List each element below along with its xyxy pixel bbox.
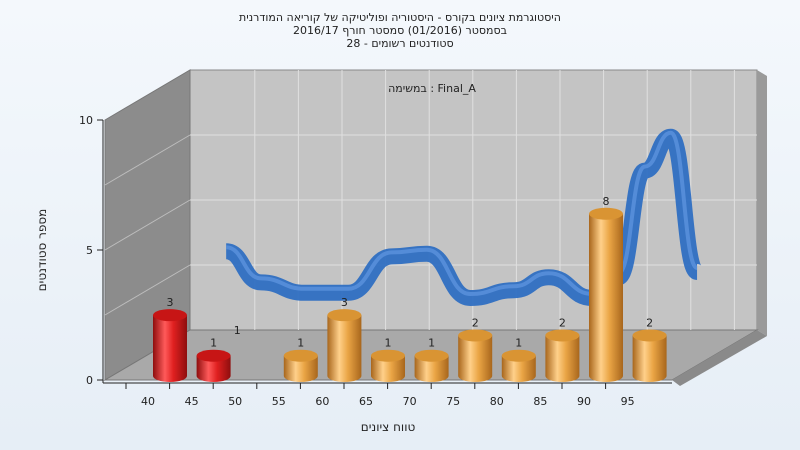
chart-title-line-3: סטודנטים רשומים - 28 <box>346 37 454 50</box>
bar-top <box>632 329 667 342</box>
bar-top <box>589 207 623 220</box>
bar-top <box>371 349 405 362</box>
x-tick-label: 40 <box>141 395 155 408</box>
x-tick-label: 65 <box>359 395 373 408</box>
histogram-bar: 1 <box>196 337 231 382</box>
bar-top <box>414 349 449 362</box>
x-tick-label: 95 <box>621 395 635 408</box>
gridline-side <box>104 199 191 251</box>
x-tick-label: 90 <box>577 395 591 408</box>
x-tick-label: 80 <box>490 395 504 408</box>
bar-body <box>414 355 449 382</box>
y-tick-label: 5 <box>86 244 93 257</box>
histogram-bar: 2 <box>632 316 667 382</box>
x-tick-label: 55 <box>272 395 286 408</box>
back-wall-edge <box>757 70 767 336</box>
histogram-bar: 3 <box>153 296 187 382</box>
bar-value-label: 1 <box>234 324 241 337</box>
histogram-bar: 8 <box>589 195 623 382</box>
bar-value-label: 1 <box>515 337 522 350</box>
bar-body <box>283 355 318 382</box>
x-tick-label: 60 <box>315 395 329 408</box>
chart-title-line-2: בסמסטר (01/2016) סמסטר חורף 2016/17 <box>293 24 507 37</box>
histogram-bar: 1 <box>283 337 318 382</box>
histogram-bar: 1 <box>501 337 536 382</box>
bar-body <box>196 355 231 382</box>
bar-body <box>589 213 623 382</box>
y-tick-label: 0 <box>86 374 93 387</box>
x-tick-label: 50 <box>228 395 242 408</box>
distribution-curve-highlight <box>225 130 700 297</box>
bar-value-label: 2 <box>472 316 479 329</box>
bar-value-label: 3 <box>167 296 174 309</box>
x-tick-label: 75 <box>446 395 460 408</box>
bar-body <box>632 335 667 382</box>
x-tick-label: 85 <box>533 395 547 408</box>
bar-value-label: 1 <box>385 337 392 350</box>
bar-value-label: 3 <box>341 296 348 309</box>
histogram-bar: 2 <box>545 316 580 382</box>
bar-value-label: 2 <box>646 316 653 329</box>
bar-body <box>327 315 362 382</box>
y-tick-label: 10 <box>79 114 93 127</box>
bar-body <box>153 315 187 382</box>
y-axis-label: מספר סטודנטים <box>35 209 49 292</box>
bar-body <box>458 335 493 382</box>
bar-value-label: 1 <box>210 337 217 350</box>
x-tick-label: 45 <box>185 395 199 408</box>
histogram-bar: 2 <box>458 316 493 382</box>
bar-top <box>545 329 580 342</box>
bar-body <box>501 355 536 382</box>
chart-annotation: במשימה : Final_A <box>388 82 476 95</box>
x-tick-label: 70 <box>403 395 417 408</box>
bar-top <box>196 349 231 362</box>
gridline-side <box>104 134 191 186</box>
distribution-curve <box>224 128 706 307</box>
histogram-bar: 1 <box>414 337 449 382</box>
floor-edge <box>672 330 767 386</box>
bar-body <box>545 335 580 382</box>
bar-body <box>371 355 405 382</box>
gridline-side <box>104 264 191 316</box>
bar-top <box>458 329 493 342</box>
histogram-bar: 1 <box>371 337 405 382</box>
x-axis-label: טווח ציונים <box>361 420 416 434</box>
bar-value-label: 1 <box>297 337 304 350</box>
bar-top <box>153 309 187 322</box>
bar-value-label: 8 <box>603 195 610 208</box>
bar-top <box>327 309 362 322</box>
bar-value-label: 2 <box>559 316 566 329</box>
bar-top <box>501 349 536 362</box>
histogram-bar: 3 <box>327 296 362 382</box>
bar-top <box>283 349 318 362</box>
bar-value-label: 1 <box>428 337 435 350</box>
chart-title-line-1: היסטוגרמת ציונים בקורס - היסטוריה ופוליט… <box>239 11 561 24</box>
